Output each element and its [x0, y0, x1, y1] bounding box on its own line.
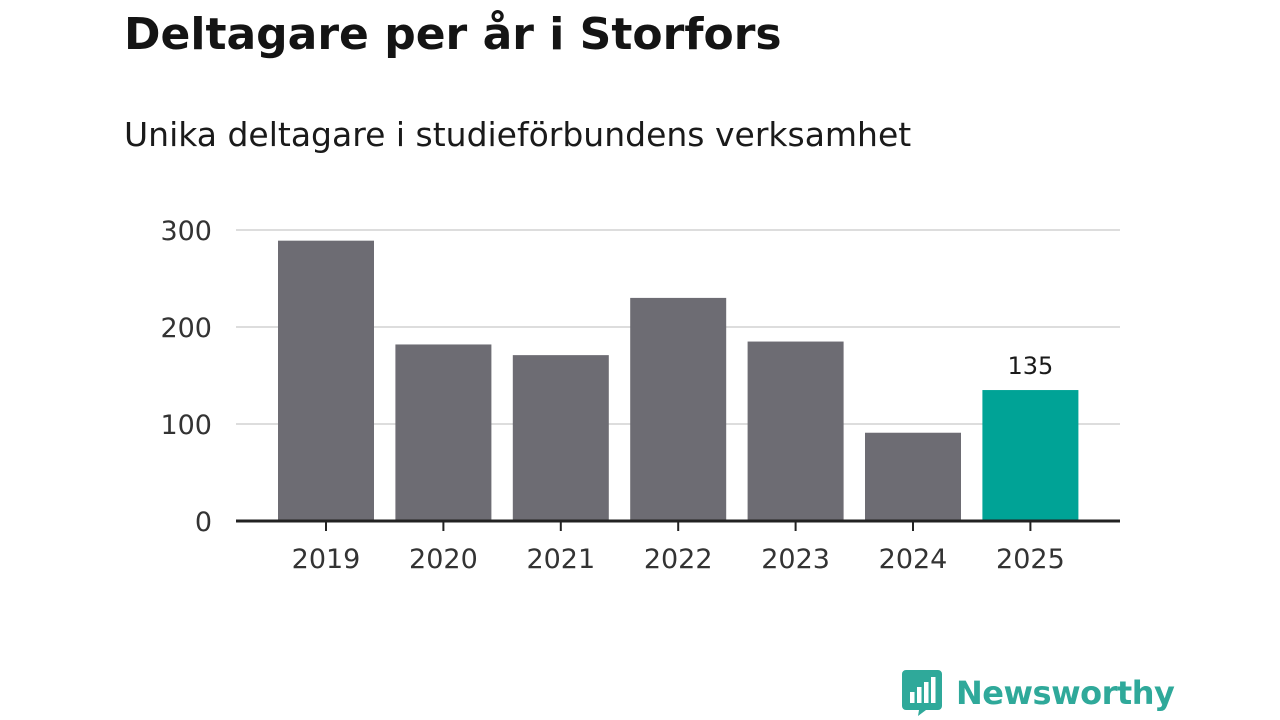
- bar-2019: [278, 240, 374, 522]
- brand-logo: Newsworthy: [902, 670, 1175, 716]
- bar-2020: [395, 344, 492, 521]
- x-tick-label: 2020: [409, 544, 478, 575]
- bar-2023: [747, 341, 844, 521]
- data-labels: 135: [1007, 352, 1053, 380]
- x-tick-label: 2023: [761, 544, 830, 575]
- y-axis-ticks: 0 100 200 300: [160, 216, 212, 538]
- bars: [278, 240, 1079, 522]
- y-tick-label: 100: [160, 410, 212, 441]
- y-tick-label: 0: [195, 507, 212, 538]
- bar-2025: [982, 390, 1079, 521]
- bar-chart-speech-bubble-icon: [902, 670, 942, 716]
- x-tick-label: 2022: [644, 544, 713, 575]
- bar-2022: [630, 297, 727, 521]
- x-tick-label: 2024: [879, 544, 948, 575]
- x-tick-label: 2021: [526, 544, 595, 575]
- chart-subtitle: Unika deltagare i studieförbundens verks…: [124, 115, 912, 154]
- x-tick-label: 2019: [292, 544, 361, 575]
- y-tick-label: 300: [160, 216, 212, 247]
- bar-2024: [865, 432, 961, 521]
- data-label-2025: 135: [1007, 352, 1053, 380]
- x-axis: 2019 2020 2021 2022 2023 2024 2025: [236, 519, 1120, 575]
- bar-2021: [512, 355, 609, 521]
- x-tick-label: 2025: [996, 544, 1065, 575]
- chart-title: Deltagare per år i Storfors: [124, 9, 782, 60]
- y-tick-label: 200: [160, 313, 212, 344]
- brand-name: Newsworthy: [956, 674, 1175, 712]
